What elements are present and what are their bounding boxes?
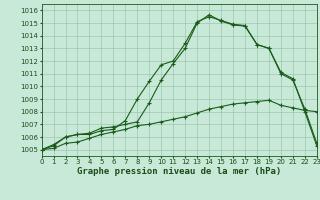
- X-axis label: Graphe pression niveau de la mer (hPa): Graphe pression niveau de la mer (hPa): [77, 167, 281, 176]
